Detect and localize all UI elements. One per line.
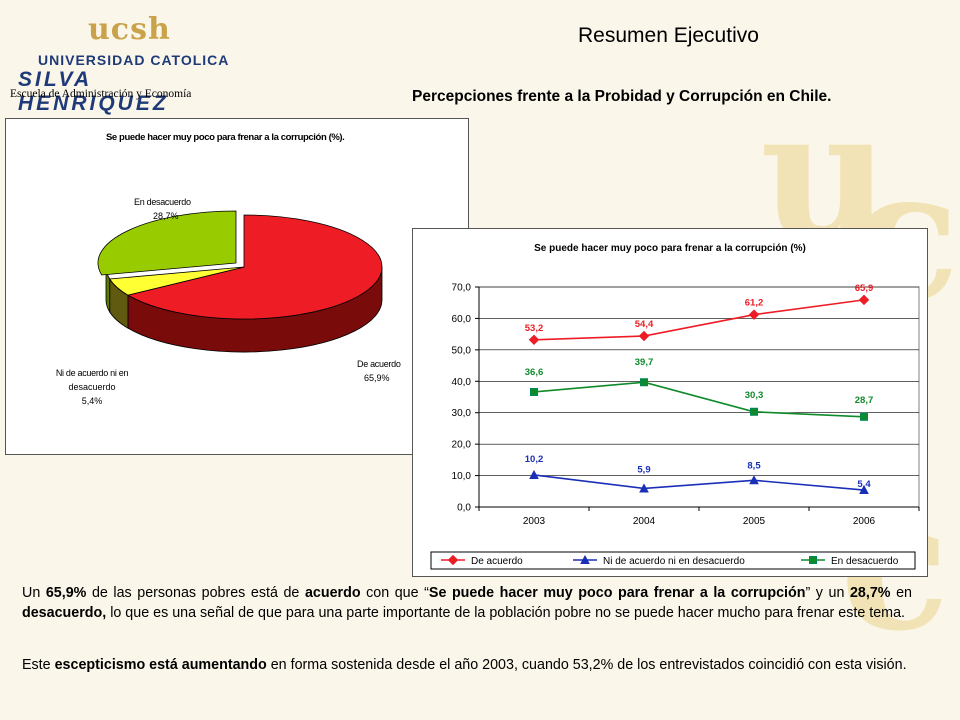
text-run: con que “ xyxy=(360,585,429,601)
x-tick-label: 2004 xyxy=(633,516,656,527)
data-point-acuerdo xyxy=(528,334,540,346)
text-emphasis: 28,7% xyxy=(849,585,891,601)
summary-paragraph-2: Este escepticismo está aumentando en for… xyxy=(22,655,912,675)
y-tick-label: 20,0 xyxy=(452,440,472,451)
y-tick-label: 40,0 xyxy=(452,377,472,388)
x-tick-label: 2003 xyxy=(523,516,546,527)
data-label-desacuerdo: 36,6 xyxy=(525,367,544,378)
series-line-ni xyxy=(533,474,865,491)
text-run: en xyxy=(890,585,912,601)
data-point-ni xyxy=(529,469,539,479)
legend-label-desacuerdo: En desacuerdo xyxy=(831,556,899,567)
pie-chart-panel: Se puede hacer muy poco para frenar a la… xyxy=(5,118,469,455)
page-title: Resumen Ejecutivo xyxy=(578,24,759,47)
pie-value-ni: 5,4% xyxy=(82,396,103,406)
series-line-acuerdo xyxy=(533,299,865,341)
text-emphasis: acuerdo xyxy=(304,585,361,601)
school-name: Escuela de Administración y Economía xyxy=(10,88,192,100)
data-point-ni xyxy=(749,475,759,485)
data-label-acuerdo: 65,9 xyxy=(855,283,874,294)
legend-label-acuerdo: De acuerdo xyxy=(471,556,523,567)
text-run: ” y un xyxy=(805,585,850,601)
data-label-acuerdo: 61,2 xyxy=(745,298,764,309)
data-point-ni xyxy=(859,484,869,495)
text-run: de las personas pobres está de xyxy=(86,585,305,601)
legend-box xyxy=(430,551,916,570)
data-point-acuerdo xyxy=(748,309,760,320)
line-chart-panel: Se puede hacer muy poco para frenar a la… xyxy=(412,228,928,577)
data-point-ni xyxy=(639,483,649,493)
data-label-acuerdo: 53,2 xyxy=(525,323,544,334)
y-tick-label: 0,0 xyxy=(457,503,471,514)
line-chart: Se puede hacer muy poco para frenar a la… xyxy=(430,243,920,570)
pie-slice-ni xyxy=(109,266,245,296)
text-run: Este xyxy=(22,657,55,673)
text-run: Un xyxy=(22,585,46,601)
legend-marker-desacuerdo xyxy=(809,556,817,564)
y-tick-label: 50,0 xyxy=(452,345,472,356)
y-tick-label: 60,0 xyxy=(452,314,472,325)
pie-value-desacuerdo: 28,7% xyxy=(153,211,179,221)
pie-label-desacuerdo: En desacuerdo xyxy=(134,197,191,207)
data-point-desacuerdo xyxy=(640,378,648,387)
data-point-desacuerdo xyxy=(530,387,538,396)
y-tick-label: 10,0 xyxy=(452,471,472,482)
data-label-ni: 5,4 xyxy=(857,479,871,490)
pie-title: Se puede hacer muy poco para frenar a la… xyxy=(106,132,344,143)
text-run: en forma sostenida desde el año 2003, cu… xyxy=(266,657,907,673)
line-chart-title: Se puede hacer muy poco para frenar a la… xyxy=(534,243,806,254)
pie-value-acuerdo: 65,9% xyxy=(364,373,390,383)
data-label-ni: 5,9 xyxy=(637,464,650,475)
logo-name: SILVA HENRIQUEZ xyxy=(18,68,169,115)
page-subtitle: Percepciones frente a la Probidad y Corr… xyxy=(412,88,832,105)
pie-slice-desacuerdo-side xyxy=(105,266,111,314)
series-line-desacuerdo xyxy=(533,381,865,418)
data-label-desacuerdo: 28,7 xyxy=(855,395,874,406)
data-label-desacuerdo: 30,3 xyxy=(745,390,764,401)
data-point-acuerdo xyxy=(858,294,870,306)
data-point-desacuerdo xyxy=(860,412,868,421)
pie-label-acuerdo: De acuerdo xyxy=(357,359,401,369)
text-emphasis: 65,9% xyxy=(45,585,87,601)
data-point-acuerdo xyxy=(638,330,650,342)
x-tick-label: 2006 xyxy=(853,516,876,527)
data-point-desacuerdo xyxy=(750,407,758,416)
pie-slice-desacuerdo xyxy=(97,210,237,276)
pie-chart: Se puede hacer muy poco para frenar a la… xyxy=(56,132,401,406)
data-label-ni: 8,5 xyxy=(747,460,761,471)
logo-ucsh: ucsh xyxy=(88,12,171,47)
legend-label-ni: Ni de acuerdo ni en desacuerdo xyxy=(603,556,745,567)
text-emphasis: escepticismo está aumentando xyxy=(54,657,267,673)
text-emphasis: Se puede hacer muy poco para frenar a la… xyxy=(428,585,806,601)
data-label-desacuerdo: 39,7 xyxy=(635,357,654,368)
data-label-acuerdo: 54,4 xyxy=(635,319,654,330)
pie-slice-acuerdo xyxy=(126,214,383,320)
text-run: lo que es una señal de que para una part… xyxy=(106,605,906,621)
pie-label-ni-line1: Ni de acuerdo ni en xyxy=(56,368,129,378)
pie-label-ni-line2: desacuerdo xyxy=(68,382,115,392)
legend-marker-acuerdo xyxy=(447,554,459,566)
y-tick-label: 70,0 xyxy=(452,283,472,294)
data-label-ni: 10,2 xyxy=(525,454,544,465)
legend-marker-ni xyxy=(580,554,590,564)
university-logo: ucsh UNIVERSIDAD CATOLICA SILVA HENRIQUE… xyxy=(10,8,240,115)
y-tick-label: 30,0 xyxy=(452,408,472,419)
logo-university: UNIVERSIDAD CATOLICA xyxy=(38,52,230,68)
x-tick-label: 2005 xyxy=(743,516,766,527)
summary-paragraph-1: Un 65,9% de las personas pobres está de … xyxy=(22,583,912,623)
text-emphasis: desacuerdo, xyxy=(22,605,107,621)
